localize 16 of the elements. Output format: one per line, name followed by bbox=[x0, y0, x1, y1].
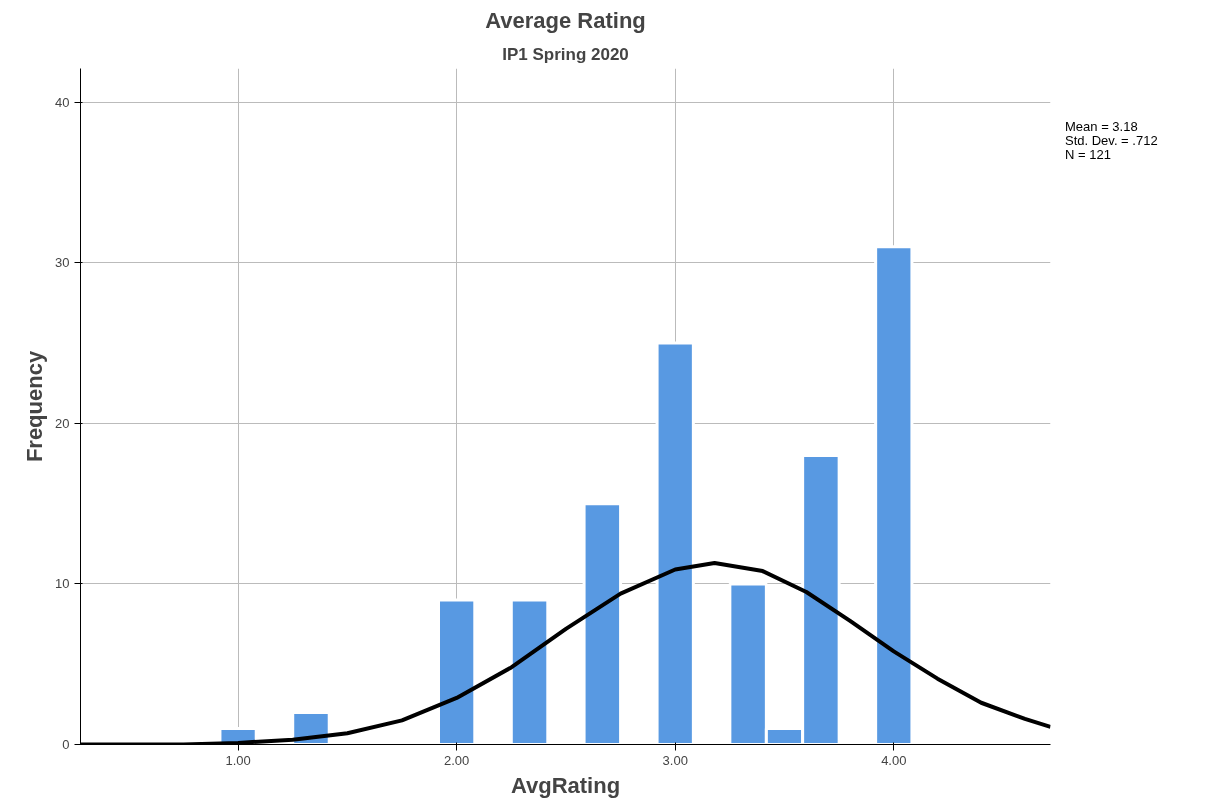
text: N = 121 bbox=[1065, 147, 1111, 162]
y-tick-label: 20 bbox=[55, 415, 70, 431]
text: Std. Dev. = .712 bbox=[1065, 133, 1158, 148]
y-tick-label: 10 bbox=[55, 576, 70, 592]
chart-subtitle: IP1 Spring 2020 bbox=[502, 44, 629, 64]
y-tick-label: 0 bbox=[62, 737, 70, 752]
x-tick-label: 3.00 bbox=[662, 752, 688, 768]
y-axis-title: Frequency bbox=[22, 350, 48, 463]
x-tick-label: 2.00 bbox=[444, 752, 470, 768]
text: Mean = 3.18 bbox=[1065, 119, 1138, 134]
x-tick-label: 4.00 bbox=[881, 752, 907, 768]
x-tick-label: 1.00 bbox=[225, 752, 251, 768]
x-axis-title: AvgRating bbox=[510, 772, 621, 798]
y-tick-label: 40 bbox=[55, 94, 70, 110]
y-tick-label: 30 bbox=[55, 255, 70, 271]
chart-title: Average Rating bbox=[485, 7, 646, 33]
